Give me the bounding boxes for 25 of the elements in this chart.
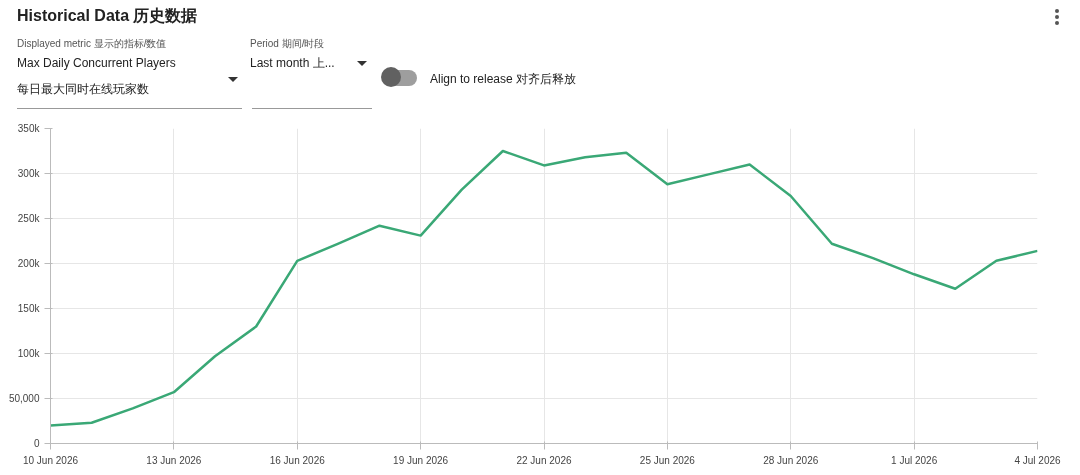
x-tick-label: 10 Jun 2026 — [22, 454, 79, 466]
x-tick-label: 16 Jun 2026 — [269, 454, 326, 466]
y-tick-label: 50,000 — [8, 393, 40, 404]
text: Period 期间/时段 — [250, 37, 325, 51]
x-tick-label: 28 Jun 2026 — [763, 454, 819, 466]
text: Last month 上... — [250, 55, 335, 72]
text: 每日最大同时在线玩家数 — [17, 81, 149, 98]
text: Max Daily Concurrent Players — [17, 55, 176, 72]
y-tick-label: 200k — [17, 258, 41, 269]
x-tick-label: 1 Jul 2026 — [891, 454, 938, 466]
x-tick-label: 25 Jun 2026 — [639, 454, 696, 466]
y-tick-label: 150k — [17, 303, 41, 314]
x-tick-label: 4 Jul 2026 — [1014, 454, 1062, 466]
x-tick-label: 13 Jun 2026 — [146, 454, 202, 466]
y-tick-label: 350k — [17, 123, 41, 134]
text: Displayed metric 显示的指标/数值 — [17, 37, 167, 51]
y-tick-label: 300k — [17, 168, 41, 179]
y-tick-label: 250k — [17, 213, 41, 224]
chart-title: Historical Data 历史数据 — [17, 6, 198, 26]
x-tick-label: 22 Jun 2026 — [516, 454, 572, 466]
y-tick-label: 0 — [33, 438, 40, 449]
x-tick-label: 19 Jun 2026 — [393, 454, 449, 466]
line-series — [50, 149, 1038, 427]
text: Align to release 对齐后释放 — [430, 71, 577, 88]
y-tick-label: 100k — [17, 348, 41, 359]
